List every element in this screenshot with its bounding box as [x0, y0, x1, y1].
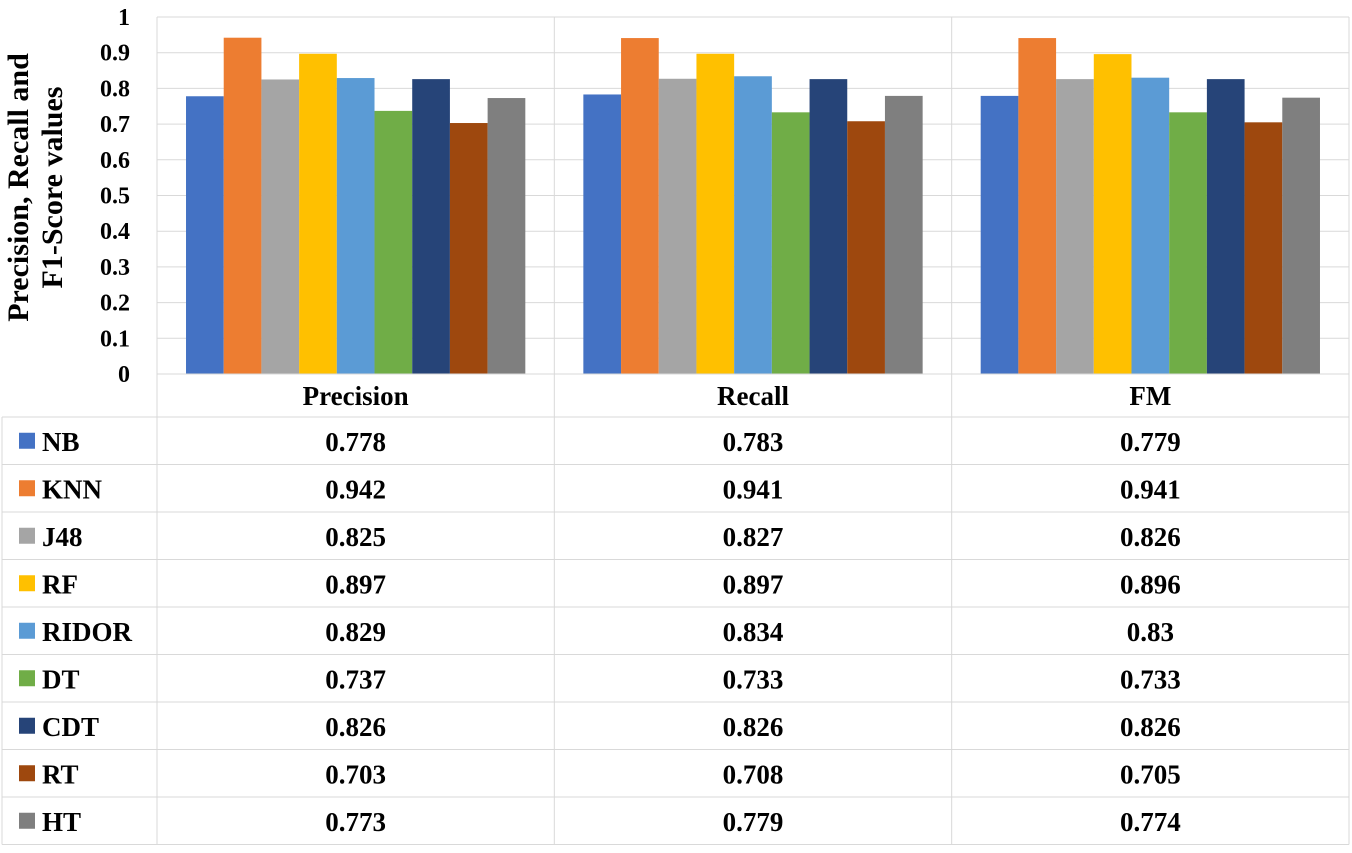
data-table-value: 0.783 [723, 427, 784, 457]
data-table-value: 0.779 [723, 807, 784, 837]
bar [412, 79, 450, 375]
legend-key [19, 480, 35, 497]
data-table-value: 0.779 [1120, 427, 1181, 457]
bar [186, 96, 224, 374]
data-table-value: 0.896 [1120, 569, 1181, 599]
legend-key [19, 432, 35, 449]
legend-series-name: RT [42, 759, 79, 789]
data-table-value: 0.827 [723, 522, 784, 552]
data-table-value: 0.829 [325, 617, 386, 647]
bar [1244, 122, 1283, 374]
bar [1169, 112, 1207, 374]
data-table-value: 0.83 [1127, 617, 1174, 647]
data-table-value: 0.733 [723, 664, 784, 694]
data-table-value: 0.825 [325, 522, 386, 552]
data-table-value: 0.708 [723, 759, 784, 789]
y-axis-title-line1: Precision, Recall and [2, 53, 35, 322]
bar [1018, 38, 1057, 375]
bar [884, 95, 923, 374]
category-label: Recall [717, 381, 789, 411]
data-table-value: 0.826 [1120, 712, 1181, 742]
y-axis-title-line2: F1-Score values [36, 87, 69, 289]
bar [336, 78, 375, 374]
data-table-value: 0.826 [723, 712, 784, 742]
y-tick-label: 0 [118, 362, 130, 388]
bar [696, 53, 735, 375]
y-tick-label: 0.3 [100, 255, 130, 281]
bar [223, 37, 262, 375]
bar [1282, 97, 1320, 374]
legend-key [19, 575, 35, 592]
y-tick-label: 0.6 [100, 148, 130, 174]
bar [1206, 79, 1245, 375]
legend-series-name: J48 [42, 522, 83, 552]
data-table-value: 0.834 [723, 617, 784, 647]
legend-series-name: HT [42, 807, 81, 837]
data-table-value: 0.773 [325, 807, 386, 837]
data-table-value: 0.897 [723, 569, 784, 599]
bar [771, 112, 810, 374]
y-tick-label: 1 [118, 5, 130, 31]
y-tick-label: 0.7 [100, 112, 130, 138]
legend-key [19, 812, 35, 829]
bar [583, 94, 622, 375]
bar [1056, 79, 1094, 375]
legend-series-name: CDT [42, 712, 99, 742]
bar [299, 53, 337, 375]
data-table-value: 0.705 [1120, 759, 1181, 789]
bar [621, 38, 659, 375]
y-tick-label: 0.9 [100, 41, 130, 67]
data-table-value: 0.826 [325, 712, 386, 742]
bar [809, 79, 848, 375]
data-table-value: 0.942 [325, 474, 386, 504]
data-table-value: 0.826 [1120, 522, 1181, 552]
data-table-value: 0.941 [1120, 474, 1181, 504]
data-table-value: 0.778 [325, 427, 386, 457]
data-table-value: 0.737 [325, 664, 386, 694]
bar [847, 121, 885, 374]
legend-key [19, 527, 35, 544]
data-table-value: 0.733 [1120, 664, 1181, 694]
data-table-value: 0.774 [1120, 807, 1181, 837]
bar [734, 76, 772, 375]
y-tick-label: 0.5 [100, 184, 130, 210]
bar [1093, 54, 1132, 375]
category-label: FM [1129, 381, 1171, 411]
legend-series-name: RIDOR [42, 617, 133, 647]
legend-key [19, 622, 35, 639]
bar [261, 79, 300, 374]
legend-series-name: RF [42, 569, 78, 599]
legend-key [19, 717, 35, 734]
bar [487, 98, 526, 374]
data-table-value: 0.941 [723, 474, 784, 504]
y-tick-label: 0.4 [100, 219, 130, 245]
legend-series-name: DT [42, 664, 80, 694]
bar [980, 95, 1019, 374]
legend-series-name: KNN [42, 474, 103, 504]
data-table-value: 0.703 [325, 759, 386, 789]
bar [1131, 77, 1170, 374]
bar [449, 123, 488, 375]
legend-key [19, 670, 35, 687]
legend-series-name: NB [42, 427, 80, 457]
data-table-value: 0.897 [325, 569, 386, 599]
y-tick-label: 0.2 [100, 291, 130, 317]
bar [374, 110, 413, 375]
legend-key [19, 765, 35, 782]
bar [658, 78, 697, 375]
y-tick-label: 0.8 [100, 76, 130, 102]
y-tick-label: 0.1 [100, 326, 130, 352]
category-label: Precision [303, 381, 409, 411]
